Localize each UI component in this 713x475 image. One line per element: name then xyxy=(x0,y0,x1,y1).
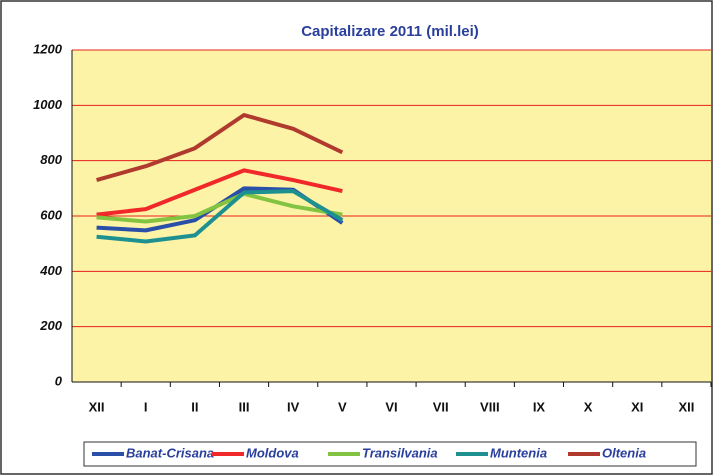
chart-title: Capitalizare 2011 (mil.lei) xyxy=(301,23,479,40)
x-tick-label: V xyxy=(338,399,347,414)
y-tick-label: 400 xyxy=(39,263,62,278)
y-tick-label: 800 xyxy=(40,152,62,167)
x-tick-label: IX xyxy=(533,399,546,414)
x-tick-label: X xyxy=(584,399,593,414)
legend-label: Moldova xyxy=(246,445,299,460)
y-tick-label: 200 xyxy=(39,318,62,333)
legend-label: Transilvania xyxy=(362,445,438,460)
series-line xyxy=(96,191,343,224)
legend-label: Oltenia xyxy=(602,445,646,460)
x-tick-label: IV xyxy=(287,399,300,414)
y-tick-label: 1200 xyxy=(33,41,63,56)
legend-label: Banat-Crisana xyxy=(126,445,214,460)
series-line xyxy=(96,168,343,217)
x-tick-label: I xyxy=(144,399,148,414)
x-tick-label: XII xyxy=(678,399,694,414)
series-line xyxy=(96,113,344,182)
x-tick-label: III xyxy=(239,399,250,414)
y-tick-label: 1000 xyxy=(33,97,63,112)
x-tick-label: XI xyxy=(631,399,643,414)
legend-label: Muntenia xyxy=(490,445,547,460)
y-tick-label: 600 xyxy=(40,207,62,222)
x-tick-label: II xyxy=(191,399,198,414)
y-tick-label: 0 xyxy=(55,373,63,388)
x-tick-label: VII xyxy=(433,399,449,414)
x-tick-label: VIII xyxy=(480,399,500,414)
series-line xyxy=(96,189,344,244)
x-tick-label: VI xyxy=(385,399,397,414)
x-tick-label: XII xyxy=(89,399,105,414)
